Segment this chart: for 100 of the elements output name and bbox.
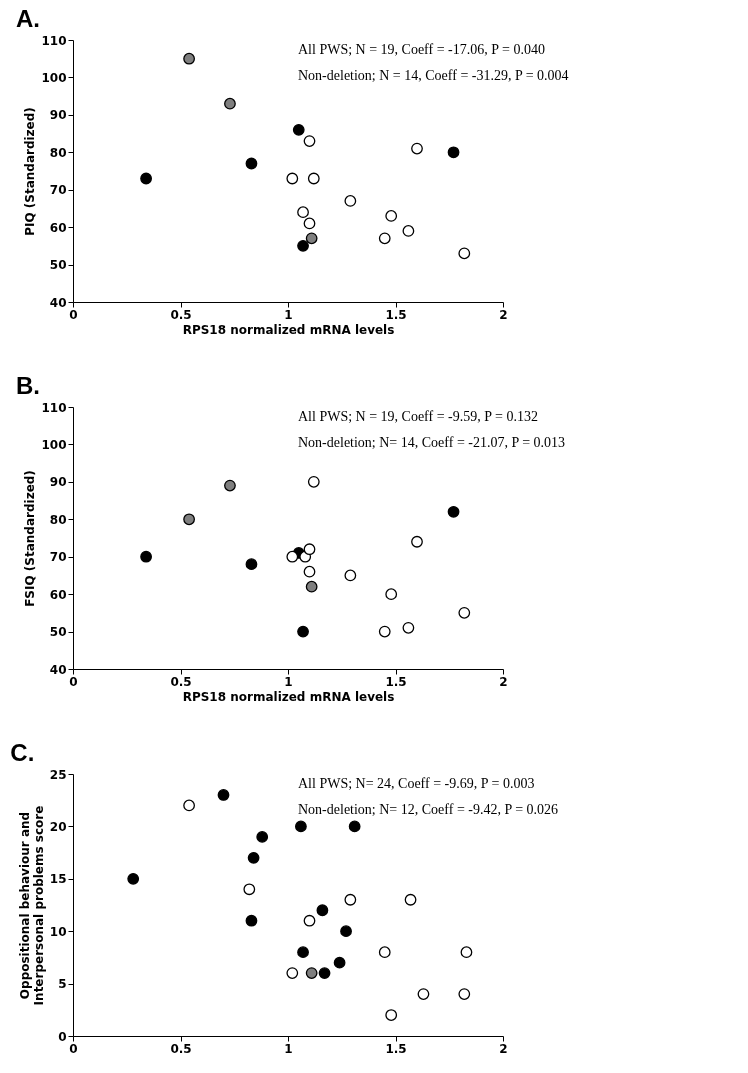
y-tick-label: 100 <box>41 437 67 452</box>
y-tick-label: 40 <box>49 295 67 310</box>
annotation: All PWS; N = 19, Coeff = -9.59, P = 0.132 <box>298 409 538 424</box>
y-tick-label: 5 <box>58 977 67 992</box>
y-tick-label: 25 <box>49 767 67 782</box>
point <box>404 893 417 906</box>
y-tick-label: 100 <box>41 70 67 85</box>
point <box>140 172 152 185</box>
x-tick-label: 0.5 <box>170 674 192 689</box>
point <box>344 195 357 207</box>
point <box>183 799 195 812</box>
x-tick-label: 0 <box>69 307 78 322</box>
point <box>297 239 309 252</box>
x-tick-label: 1.5 <box>385 674 407 689</box>
point <box>417 988 430 1000</box>
point <box>385 210 398 222</box>
point <box>340 925 352 938</box>
x-tick-label: 1 <box>284 1041 293 1056</box>
point <box>378 946 391 959</box>
y-tick-label: 110 <box>41 33 67 48</box>
y-axis-title: Oppositional behaviour and Interpersonal problems score <box>17 805 46 1006</box>
point <box>316 904 329 917</box>
point <box>245 914 258 927</box>
x-tick-label: 2 <box>499 674 508 689</box>
point <box>348 820 361 833</box>
point <box>303 135 316 147</box>
point <box>458 247 471 260</box>
chart-title: B. <box>15 372 40 399</box>
point <box>217 789 230 801</box>
annotation: Non-deletion; N = 14, Coeff = -31.29, P = 0.004 <box>298 68 569 83</box>
chart-title: C. <box>10 739 35 766</box>
point <box>305 967 318 979</box>
y-tick-label: 80 <box>49 145 67 160</box>
x-tick-label: 1.5 <box>385 307 407 322</box>
point <box>303 914 316 927</box>
point <box>303 565 316 578</box>
point <box>256 831 269 843</box>
y-tick-label: 70 <box>49 550 67 565</box>
annotation: Non-deletion; N= 12, Coeff = -9.42, P = 0.026 <box>298 802 559 817</box>
point <box>183 513 195 526</box>
point <box>344 569 357 582</box>
point <box>411 535 423 548</box>
chart-title: A. <box>15 5 40 32</box>
x-tick-label: 1 <box>284 674 293 689</box>
x-tick-label: 1.5 <box>385 1041 407 1056</box>
y-axis-title: PIQ (Standardized) <box>23 107 38 236</box>
annotation: All PWS; N= 24, Coeff = -9.69, P = 0.003 <box>298 776 535 791</box>
point <box>458 988 471 1000</box>
x-tick-label: 2 <box>499 1041 508 1056</box>
point <box>297 206 309 219</box>
point <box>447 505 460 518</box>
point <box>378 625 391 638</box>
point <box>127 872 140 885</box>
point <box>292 123 305 136</box>
y-tick-label: 90 <box>49 108 67 123</box>
x-tick-label: 0 <box>69 1041 78 1056</box>
y-tick-label: 90 <box>49 475 67 490</box>
point <box>286 967 299 979</box>
y-tick-label: 40 <box>49 662 67 677</box>
y-tick-label: 0 <box>58 1029 67 1044</box>
y-tick-label: 50 <box>49 625 67 640</box>
point <box>224 479 236 492</box>
point <box>447 146 460 159</box>
point <box>286 172 299 185</box>
point <box>305 580 318 593</box>
point <box>224 97 236 110</box>
point <box>247 851 260 864</box>
point <box>458 606 471 619</box>
point <box>402 621 415 634</box>
point <box>295 820 307 833</box>
point <box>297 625 309 638</box>
x-tick-label: 0.5 <box>170 1041 192 1056</box>
point <box>286 550 299 563</box>
x-axis-title: RPS18 normalized mRNA levels <box>182 322 395 337</box>
y-tick-label: 10 <box>49 924 67 939</box>
point <box>378 232 391 245</box>
point <box>140 550 152 563</box>
point <box>402 225 415 237</box>
y-tick-label: 20 <box>49 819 67 834</box>
annotation: Non-deletion; N= 14, Coeff = -21.07, P = 0.013 <box>298 435 566 450</box>
point <box>243 883 256 896</box>
point <box>183 52 195 65</box>
point <box>385 1009 398 1021</box>
point <box>411 142 423 155</box>
point <box>303 217 316 230</box>
y-tick-label: 80 <box>49 512 67 527</box>
point <box>307 172 320 185</box>
y-tick-label: 50 <box>49 258 67 273</box>
y-tick-label: 60 <box>49 220 67 235</box>
point <box>297 946 309 959</box>
annotation: All PWS; N = 19, Coeff = -17.06, P = 0.040 <box>298 42 545 57</box>
point <box>344 893 357 906</box>
point <box>305 232 318 245</box>
point <box>245 157 258 170</box>
x-tick-label: 0 <box>69 674 78 689</box>
point <box>307 475 320 488</box>
point <box>318 967 331 979</box>
point <box>245 558 258 571</box>
y-tick-label: 70 <box>49 183 67 198</box>
x-tick-label: 0.5 <box>170 307 192 322</box>
